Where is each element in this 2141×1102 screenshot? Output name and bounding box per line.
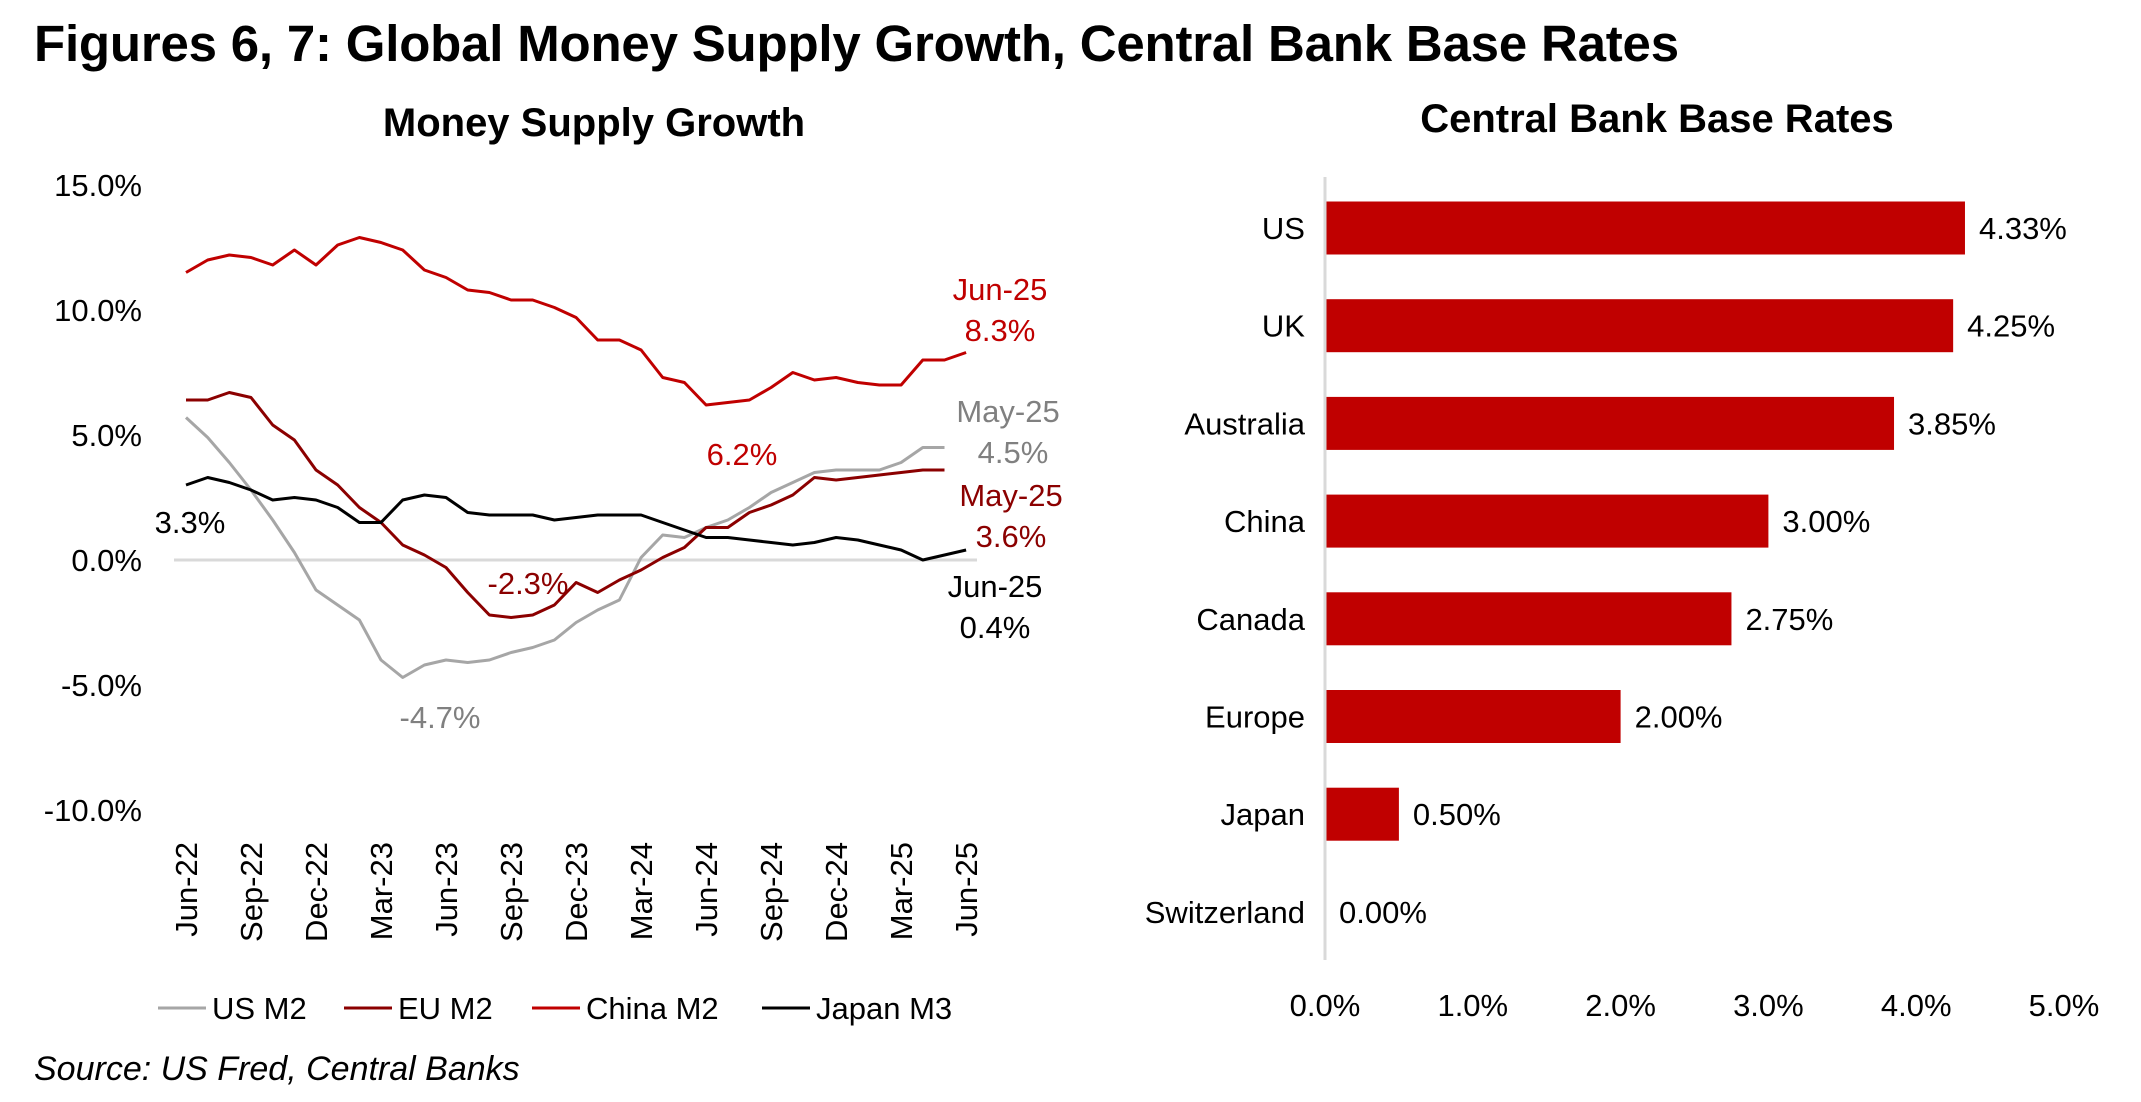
- data-annotation: May-25: [956, 394, 1059, 429]
- x-tick-label: Mar-23: [364, 842, 399, 940]
- x-tick-label: 0.0%: [1290, 988, 1361, 1023]
- bar-value-label: 0.50%: [1413, 797, 1501, 832]
- legend-item-japan-m3[interactable]: Japan M3: [762, 991, 952, 1026]
- bar: [1325, 592, 1732, 646]
- bar-row-europe: Europe 2.00%: [1205, 690, 1723, 743]
- x-tick-label: Sep-23: [494, 842, 529, 942]
- x-tick-label: Jun-23: [429, 842, 464, 937]
- series-line-japan-m3: [185, 476, 967, 562]
- bar-chart-title: Central Bank Base Rates: [1420, 97, 1894, 141]
- data-annotation: -4.7%: [400, 700, 481, 735]
- legend-item-eu-m2[interactable]: EU M2: [344, 991, 493, 1026]
- data-annotation: May-25: [959, 478, 1062, 513]
- y-tick-label: 0.0%: [71, 543, 142, 578]
- bar: [1325, 690, 1621, 743]
- data-annotation: 3.6%: [976, 519, 1047, 554]
- bar: [1325, 201, 1965, 255]
- x-tick-label: 5.0%: [2029, 988, 2100, 1023]
- bar: [1325, 299, 1954, 353]
- x-tick-label: Jun-25: [949, 842, 984, 937]
- x-tick-label: Mar-24: [624, 842, 659, 940]
- legend-label: EU M2: [398, 991, 493, 1026]
- x-tick-label: Dec-22: [299, 842, 334, 942]
- annotations: 3.3% -4.7% -2.3% 6.2% Jun-25 8.3% May-25 4.5% Ma…: [155, 272, 1063, 735]
- bar: [1325, 494, 1769, 548]
- x-tick-label: 2.0%: [1585, 988, 1656, 1023]
- legend-item-us-m2[interactable]: US M2: [158, 991, 307, 1026]
- y-tick-label: -5.0%: [61, 668, 142, 703]
- x-tick-label: Jun-22: [169, 842, 204, 937]
- x-axis-ticks: Jun-22 Sep-22 Dec-22 Mar-23 Jun-23 Sep-23 Dec-…: [169, 842, 984, 942]
- series-group: [184, 236, 967, 679]
- x-tick-label: 4.0%: [1881, 988, 1952, 1023]
- bars-group: US 4.33% UK 4.25% Australia 3.85% China 3.00% Ca…: [1145, 201, 2067, 930]
- bar-value-label: 4.33%: [1979, 211, 2067, 246]
- x-tick-label: Dec-23: [559, 842, 594, 942]
- x-tick-label: 3.0%: [1733, 988, 1804, 1023]
- legend-label: China M2: [586, 991, 719, 1026]
- series-line-eu-m2: [186, 391, 945, 619]
- legend: US M2 EU M2 China M2 Japan M3: [158, 991, 952, 1026]
- source-note: Source: US Fred, Central Banks: [34, 1050, 520, 1088]
- category-label: Japan: [1221, 797, 1305, 832]
- y-tick-label: 10.0%: [54, 293, 142, 328]
- category-label: China: [1224, 504, 1306, 539]
- data-annotation: 6.2%: [707, 437, 778, 472]
- x-tick-label: Sep-24: [754, 842, 789, 942]
- series-line-us-m2: [184, 416, 945, 679]
- bar: [1325, 396, 1895, 450]
- bar-row-switzerland: Switzerland 0.00%: [1145, 895, 1427, 930]
- y-tick-label: 5.0%: [71, 418, 142, 453]
- data-annotation: 8.3%: [965, 313, 1036, 348]
- bar-value-label: 0.00%: [1339, 895, 1427, 930]
- y-tick-label: -10.0%: [44, 793, 142, 828]
- category-label: US: [1262, 211, 1305, 246]
- x-tick-label: Sep-22: [234, 842, 269, 942]
- x-tick-label: Mar-25: [884, 842, 919, 940]
- bar-row-australia: Australia 3.85%: [1184, 396, 1996, 450]
- bar-value-label: 4.25%: [1967, 309, 2055, 344]
- bar-value-label: 2.00%: [1635, 700, 1723, 735]
- legend-label: Japan M3: [816, 991, 952, 1026]
- bar-row-canada: Canada 2.75%: [1196, 592, 1833, 646]
- data-annotation: -2.3%: [488, 566, 569, 601]
- category-label: Switzerland: [1145, 895, 1305, 930]
- bar-row-uk: UK 4.25%: [1262, 299, 2055, 353]
- bar-value-label: 2.75%: [1745, 602, 1833, 637]
- bar-value-label: 3.85%: [1908, 406, 1996, 441]
- y-tick-label: 15.0%: [54, 168, 142, 203]
- money-supply-growth-chart: Money Supply Growth -10.0% -5.0% 0.0% 5.0% 1…: [44, 101, 1063, 1026]
- bar: [1325, 787, 1399, 841]
- legend-label: US M2: [212, 991, 307, 1026]
- y-axis-ticks: -10.0% -5.0% 0.0% 5.0% 10.0% 15.0%: [44, 168, 142, 828]
- category-label: Australia: [1184, 406, 1305, 441]
- category-label: UK: [1262, 309, 1305, 344]
- data-annotation: 4.5%: [978, 435, 1049, 470]
- bar-row-china: China 3.00%: [1224, 494, 1870, 548]
- x-tick-label: 1.0%: [1437, 988, 1508, 1023]
- x-tick-label: Dec-24: [819, 842, 854, 942]
- data-annotation: Jun-25: [953, 272, 1048, 307]
- page-title: Figures 6, 7: Global Money Supply Growth…: [34, 15, 1679, 72]
- data-annotation: 3.3%: [155, 505, 226, 540]
- x-axis-ticks: 0.0% 1.0% 2.0% 3.0% 4.0% 5.0%: [1290, 988, 2100, 1023]
- x-tick-label: Jun-24: [689, 842, 724, 937]
- bar-value-label: 3.00%: [1782, 504, 1870, 539]
- bar-row-japan: Japan 0.50%: [1221, 787, 1501, 841]
- category-label: Europe: [1205, 700, 1305, 735]
- series-line-china-m2: [185, 236, 967, 407]
- bar-row-us: US 4.33%: [1262, 201, 2067, 255]
- line-chart-title: Money Supply Growth: [383, 101, 805, 145]
- category-label: Canada: [1196, 602, 1305, 637]
- legend-item-china-m2[interactable]: China M2: [532, 991, 719, 1026]
- data-annotation: Jun-25: [948, 569, 1043, 604]
- data-annotation: 0.4%: [960, 610, 1031, 645]
